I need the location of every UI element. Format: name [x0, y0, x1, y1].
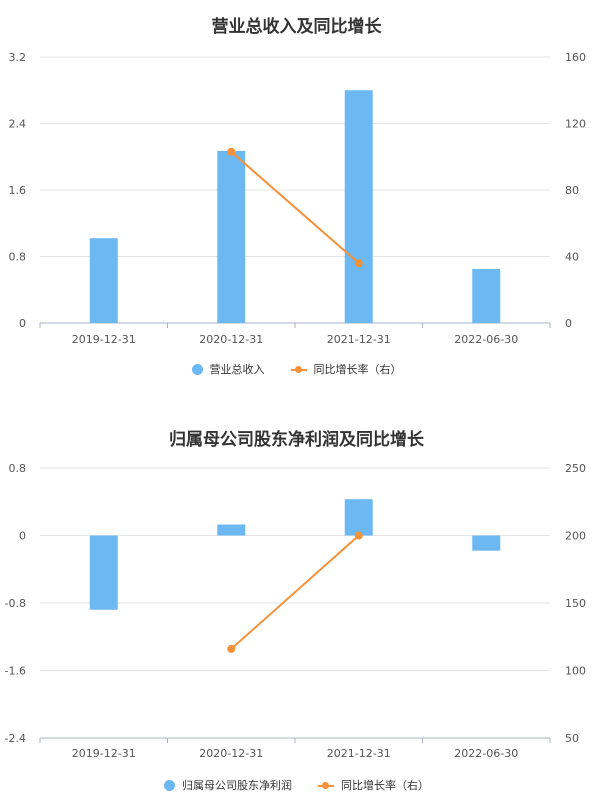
y-right-tick-label: 0 [565, 317, 572, 330]
growth-point [227, 644, 236, 653]
x-tick-label: 2019-12-31 [72, 747, 136, 760]
y-right-tick-label: 200 [565, 530, 586, 543]
growth-point [354, 531, 363, 540]
y-left-tick-label: 3.2 [9, 51, 27, 64]
y-left-tick-label: 0 [19, 317, 26, 330]
x-tick-label: 2022-06-30 [454, 333, 518, 346]
y-left-tick-label: 0.8 [9, 251, 27, 264]
bar [89, 238, 118, 323]
bar [217, 524, 246, 536]
y-right-tick-label: 150 [565, 597, 586, 610]
legend-item-line[interactable]: 同比增长率（右） [318, 777, 429, 793]
x-tick-label: 2020-12-31 [199, 747, 263, 760]
y-right-tick-label: 250 [565, 462, 586, 475]
chart-title: 营业总收入及同比增长 [211, 17, 382, 37]
y-right-tick-label: 80 [565, 184, 579, 197]
chart-legend: 归属母公司股东净利润 同比增长率（右） [0, 777, 593, 793]
legend-item-line[interactable]: 同比增长率（右） [290, 361, 402, 377]
revenue-chart-plot: 3.2 160 2.4 120 1.6 80 0.8 40 0 0 2019-12-31 2020-1… [9, 51, 587, 346]
growth-line [230, 151, 360, 264]
growth-point [227, 147, 236, 156]
legend-item-bar[interactable]: 归属母公司股东净利润 [164, 777, 292, 793]
legend-item-bar[interactable]: 营业总收入 [191, 361, 265, 377]
y-left-tick-label: 1.6 [9, 184, 27, 197]
x-tick-label: 2022-06-30 [454, 747, 518, 760]
net-profit-chart: 归属母公司股东净利润及同比增长 0.8 250 0 200 -0.8 150 -1.6 100… [0, 415, 593, 798]
x-tick-label: 2021-12-31 [327, 747, 391, 760]
legend-label: 营业总收入 [209, 363, 265, 376]
y-right-tick-label: 50 [565, 732, 579, 745]
growth-point [354, 259, 363, 268]
x-tick-label: 2021-12-31 [327, 333, 391, 346]
chart-title: 归属母公司股东净利润及同比增长 [169, 430, 424, 450]
y-left-tick-label: 0.8 [9, 462, 27, 475]
legend-bar-swatch [164, 779, 175, 791]
legend-line-swatch [318, 780, 334, 791]
x-tick-label: 2019-12-31 [72, 333, 136, 346]
y-left-tick-label: 2.4 [9, 118, 27, 131]
y-right-tick-label: 160 [565, 51, 586, 64]
y-right-tick-label: 40 [565, 251, 579, 264]
legend-label: 同比增长率（右） [313, 363, 402, 376]
legend-line-swatch [290, 364, 307, 375]
bar [472, 268, 501, 323]
growth-line [230, 534, 360, 650]
chart-legend: 营业总收入 同比增长率（右） [0, 361, 593, 377]
bar [89, 535, 118, 610]
x-tick-label: 2020-12-31 [199, 333, 263, 346]
y-left-tick-label: 0 [19, 530, 26, 543]
legend-label: 同比增长率（右） [341, 779, 429, 792]
net-profit-chart-plot: 0.8 250 0 200 -0.8 150 -1.6 100 -2.4 50 2019-12-31… [5, 462, 586, 760]
legend-bar-swatch [191, 363, 203, 375]
y-left-tick-label: -1.6 [5, 665, 26, 678]
bar [217, 150, 246, 323]
legend-label: 归属母公司股东净利润 [182, 779, 292, 792]
bar [344, 499, 373, 536]
bar [344, 90, 373, 323]
y-right-tick-label: 100 [565, 665, 586, 678]
bar [472, 535, 501, 551]
y-left-tick-label: -2.4 [5, 732, 26, 745]
y-left-tick-label: -0.8 [5, 597, 26, 610]
revenue-chart: 营业总收入及同比增长 3.2 160 2.4 120 1.6 80 0.8 40 0 0 2019-… [0, 0, 593, 395]
y-right-tick-label: 120 [565, 118, 586, 131]
